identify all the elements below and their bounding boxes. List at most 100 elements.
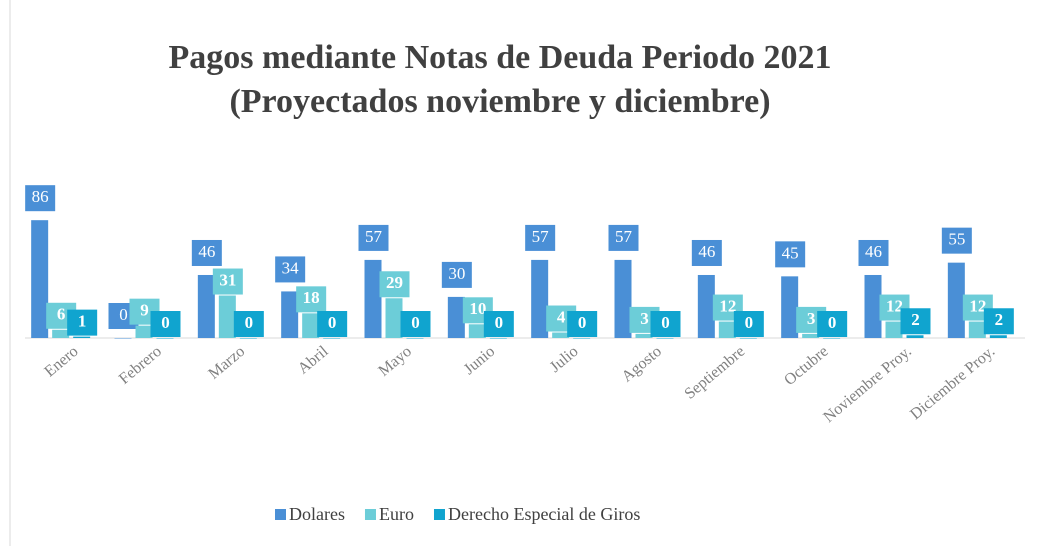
bar	[156, 338, 174, 339]
label-box	[567, 311, 598, 337]
label-box	[983, 308, 1014, 335]
chart-subtitle: (Proyectados noviembre y diciembre)	[229, 83, 770, 120]
label-box	[525, 224, 556, 251]
bar	[489, 338, 507, 339]
label-box	[358, 224, 389, 251]
label-box	[817, 311, 848, 337]
bar	[781, 276, 799, 338]
bar	[385, 298, 403, 338]
label-box	[608, 224, 639, 251]
value-label: 12	[886, 296, 903, 315]
bar	[218, 295, 236, 338]
bar	[635, 333, 653, 338]
x-tick-label: Septiembre	[682, 343, 749, 403]
value-label: 0	[328, 313, 337, 332]
label-box	[900, 308, 931, 335]
bar	[52, 329, 70, 338]
value-label: 18	[303, 288, 320, 307]
value-label: 4	[557, 307, 566, 326]
legend-swatch	[364, 509, 376, 520]
value-label: 0	[495, 313, 504, 332]
x-tick-label: Agosto	[619, 343, 665, 386]
value-label: 2	[911, 310, 920, 329]
bar	[802, 333, 820, 338]
value-label: 3	[807, 309, 816, 328]
x-tick-label: Diciembre Proy.	[907, 343, 998, 423]
bar	[114, 338, 132, 339]
bar	[739, 338, 757, 339]
bar	[989, 335, 1007, 338]
value-label: 30	[448, 264, 465, 283]
bar	[947, 262, 965, 338]
legend-swatch	[275, 509, 286, 520]
value-label: 46	[698, 242, 715, 261]
value-label: 0	[411, 313, 420, 332]
value-label: 57	[532, 227, 550, 246]
value-label: 86	[32, 187, 49, 206]
label-box	[733, 311, 764, 337]
label-box	[941, 227, 972, 254]
bar	[718, 321, 736, 338]
value-label: 0	[578, 313, 587, 332]
bar	[531, 259, 549, 338]
bar	[573, 338, 591, 339]
label-box	[191, 239, 222, 266]
value-label: 45	[782, 243, 799, 262]
x-tick-label: Marzo	[205, 343, 248, 383]
legend-label: Dolares	[289, 504, 345, 524]
label-box	[233, 311, 264, 337]
label-box	[296, 286, 327, 313]
value-label: 0	[745, 313, 754, 332]
label-box	[317, 311, 348, 337]
value-label: 57	[615, 227, 633, 246]
legend-swatch	[433, 509, 445, 520]
value-label: 12	[969, 296, 986, 315]
chart-title: Pagos mediante Notas de Deuda Periodo 20…	[169, 39, 832, 76]
legend-label: Derecho Especial de Giros	[448, 504, 640, 524]
label-box	[650, 311, 681, 337]
bar	[197, 274, 215, 338]
value-label: 55	[948, 230, 965, 249]
x-tick-label: Noviembre Proy.	[820, 343, 915, 426]
x-tick-label: Junio	[461, 343, 498, 378]
bar	[447, 296, 465, 338]
bar	[552, 332, 570, 338]
value-label: 2	[995, 310, 1004, 329]
bar	[697, 274, 715, 338]
value-label: 12	[719, 296, 736, 315]
value-label: 0	[245, 313, 254, 332]
bar	[864, 274, 882, 338]
x-tick-label: Febrero	[116, 343, 165, 388]
value-label: 29	[386, 273, 403, 292]
bar	[31, 220, 49, 338]
label-box	[441, 261, 472, 288]
x-tick-label: Mayo	[375, 343, 415, 380]
value-label: 1	[78, 312, 87, 331]
x-tick-label: Abril	[295, 343, 332, 378]
bar	[135, 325, 153, 338]
value-label: 3	[640, 309, 649, 328]
bar	[281, 291, 299, 338]
label-box	[483, 311, 514, 337]
value-label: 9	[140, 301, 149, 320]
label-box	[775, 241, 806, 268]
bar	[73, 336, 91, 338]
value-label: 57	[365, 227, 383, 246]
label-box	[212, 268, 243, 295]
value-label: 31	[219, 270, 236, 289]
bar	[823, 338, 841, 339]
bar	[656, 338, 674, 339]
value-label: 0	[161, 313, 170, 332]
x-tick-label: Enero	[41, 343, 81, 381]
label-box	[400, 311, 431, 337]
label-box	[858, 239, 889, 266]
value-label: 46	[865, 242, 882, 261]
value-label: 0	[661, 313, 670, 332]
bar	[885, 321, 903, 338]
value-label: 6	[57, 305, 66, 324]
bar	[906, 335, 924, 338]
label-box	[379, 271, 410, 298]
value-label: 0	[119, 305, 128, 324]
bar	[468, 324, 486, 338]
